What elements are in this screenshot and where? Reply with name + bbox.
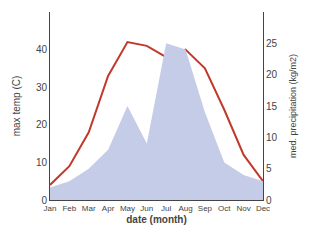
svg-text:0: 0 [41,195,47,206]
svg-text:10: 10 [266,132,278,143]
svg-text:date (month): date (month) [126,214,187,225]
svg-text:Oct: Oct [218,204,231,213]
svg-text:5: 5 [266,163,272,174]
svg-text:15: 15 [266,101,278,112]
svg-text:20: 20 [266,69,278,80]
svg-text:Nov: Nov [237,204,251,213]
svg-text:0: 0 [266,195,272,206]
svg-text:Jul: Jul [161,204,171,213]
svg-text:25: 25 [266,38,278,49]
svg-text:Apr: Apr [102,204,115,213]
svg-text:max temp (C): max temp (C) [11,76,22,137]
svg-text:30: 30 [36,82,48,93]
svg-text:Jun: Jun [140,204,153,213]
svg-text:May: May [120,204,135,213]
svg-text:10: 10 [36,157,48,168]
svg-text:Dec: Dec [256,204,270,213]
svg-text:Feb: Feb [62,204,76,213]
svg-text:40: 40 [36,44,48,55]
svg-text:med. precipitation (kg/m2): med. precipitation (kg/m2) [288,54,298,158]
svg-text:Sep: Sep [198,204,213,213]
svg-text:Aug: Aug [178,204,192,213]
svg-text:20: 20 [36,119,48,130]
svg-text:Mar: Mar [82,204,96,213]
svg-text:Jan: Jan [44,204,57,213]
